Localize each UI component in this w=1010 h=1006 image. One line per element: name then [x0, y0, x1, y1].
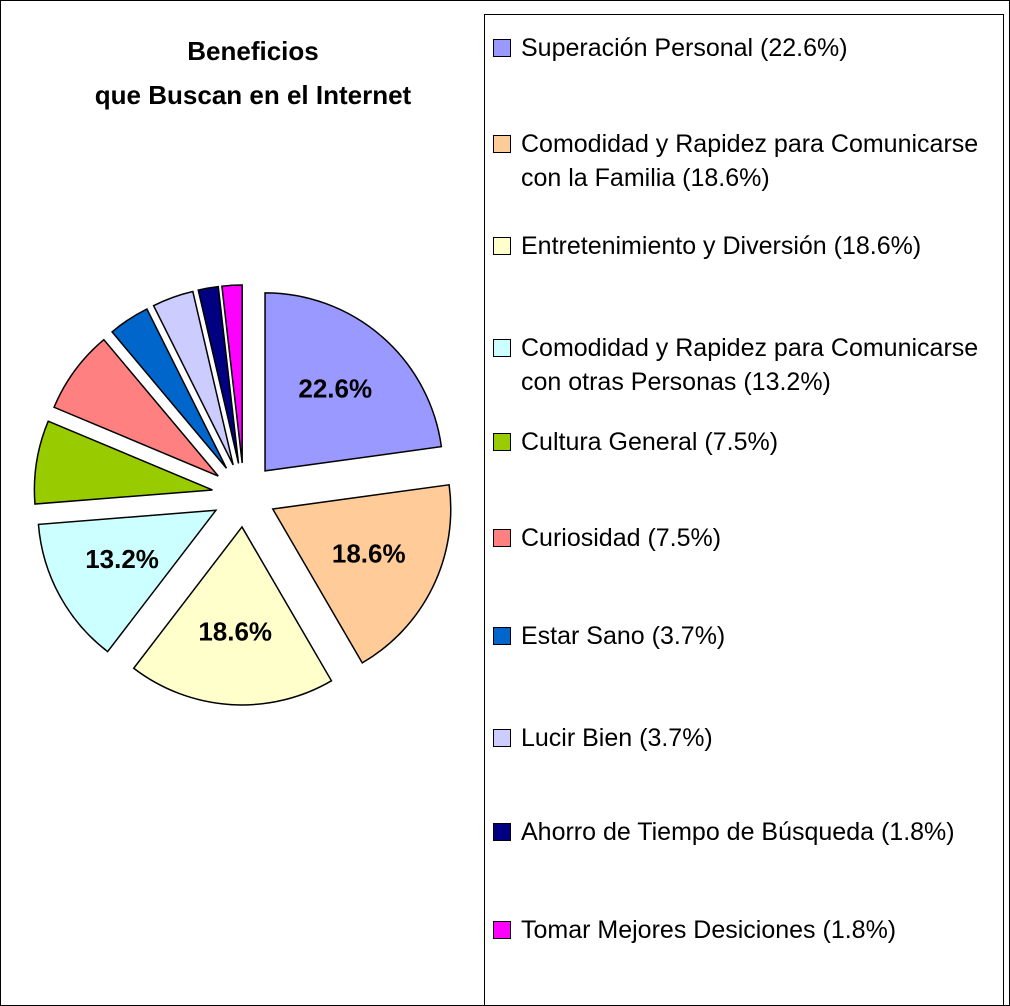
- data-label: 22.6%: [298, 373, 372, 403]
- legend-swatch: [493, 237, 511, 255]
- chart-title: Beneficios: [187, 36, 319, 66]
- pie-slice: [132, 525, 333, 706]
- pie-slice: [152, 290, 234, 466]
- pie-slice: [221, 284, 243, 464]
- legend-swatch: [493, 39, 511, 57]
- legend-label: Comodidad y Rapidez para Comunicarse con…: [521, 130, 979, 192]
- pie-slice: [110, 308, 228, 469]
- legend-swatch: [493, 433, 511, 451]
- data-label: 18.6%: [198, 616, 272, 646]
- legend-label: Entretenimiento y Diversión (18.6%): [521, 232, 922, 260]
- legend-label: Superación Personal (22.6%): [521, 34, 848, 62]
- pie-slice: [264, 292, 443, 472]
- legend-label: Estar Sano (3.7%): [521, 622, 726, 650]
- pie-area: Beneficios que Buscan en el Internet 22.…: [33, 36, 452, 706]
- legend-label: Comodidad y Rapidez para Comunicarse con…: [521, 334, 979, 396]
- legend-swatch: [493, 339, 511, 357]
- data-label: 13.2%: [85, 544, 159, 574]
- legend-swatch: [493, 627, 511, 645]
- legend-label: Curiosidad (7.5%): [521, 524, 722, 552]
- data-label: 18.6%: [332, 539, 406, 569]
- legend-label: Tomar Mejores Desiciones (1.8%): [521, 916, 897, 944]
- pie-slice: [197, 285, 240, 464]
- pie-slice: [37, 509, 218, 653]
- legend: Superación Personal (22.6%) Comodidad y R…: [484, 14, 1004, 1005]
- pie-slice: [33, 420, 213, 505]
- legend-swatch: [493, 529, 511, 547]
- legend-label: Lucir Bien (3.7%): [521, 724, 713, 752]
- legend-swatch: [493, 729, 511, 747]
- legend-label: Ahorro de Tiempo de Búsqueda (1.8%): [521, 818, 955, 846]
- chart-title: que Buscan en el Internet: [95, 80, 412, 110]
- legend-label: Cultura General (7.5%): [521, 428, 779, 456]
- legend-swatch: [493, 921, 511, 939]
- legend-swatch: [493, 135, 511, 153]
- pie-slice: [271, 483, 452, 664]
- pie-slice: [53, 338, 219, 477]
- legend-swatch: [493, 823, 511, 841]
